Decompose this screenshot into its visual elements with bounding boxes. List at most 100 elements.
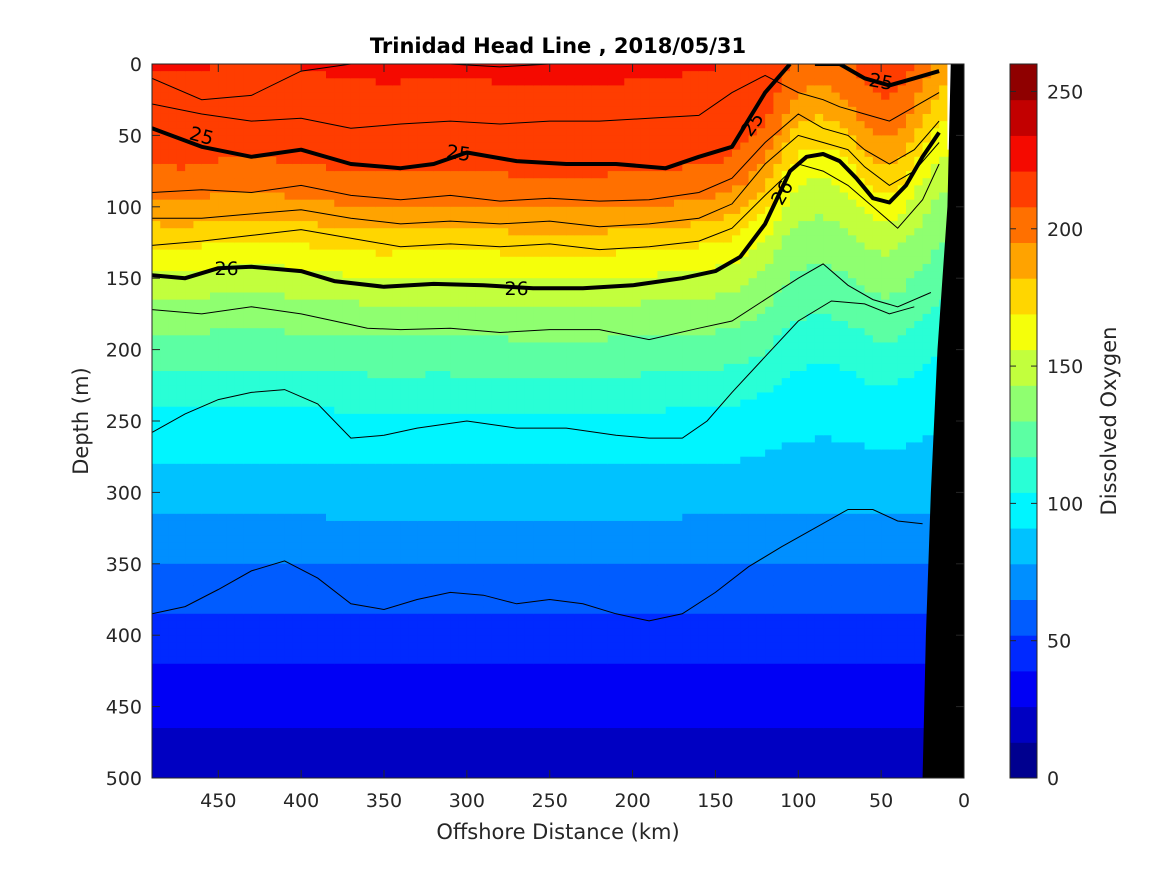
oxygen-cell [450,242,460,251]
oxygen-cell [350,421,360,429]
oxygen-cell [326,313,335,322]
oxygen-cell [367,249,377,258]
oxygen-cell [168,313,178,322]
oxygen-cell [400,113,410,122]
oxygen-cell [475,435,485,444]
oxygen-cell [417,756,427,765]
oxygen-cell [516,435,526,444]
oxygen-cell [350,499,360,508]
oxygen-cell [176,542,186,551]
oxygen-cell [425,706,435,715]
oxygen-cell [218,349,228,358]
oxygen-cell [201,413,211,422]
oxygen-cell [350,656,360,665]
oxygen-cell [359,749,369,758]
oxygen-cell [549,221,559,229]
oxygen-cell [292,185,302,194]
oxygen-cell [533,756,543,765]
oxygen-cell [400,442,410,451]
oxygen-cell [367,520,377,529]
oxygen-cell [491,235,501,244]
oxygen-cell [450,378,460,386]
oxygen-cell [259,256,269,265]
oxygen-cell [326,506,335,515]
oxygen-cell [442,421,451,429]
oxygen-cell [367,213,377,222]
oxygen-cell [268,78,277,87]
oxygen-cell [375,742,385,751]
oxygen-cell [483,528,493,536]
oxygen-cell [317,221,327,229]
oxygen-cell [292,99,302,108]
oxygen-cell [549,349,559,358]
oxygen-cell [475,506,485,515]
oxygen-cell [475,242,485,251]
oxygen-cell [226,506,236,515]
oxygen-cell [185,385,195,394]
oxygen-cell [309,549,319,558]
oxygen-cell [259,685,269,693]
oxygen-cell [524,649,534,658]
oxygen-cell [350,663,360,672]
oxygen-cell [392,720,402,729]
oxygen-cell [268,242,277,251]
oxygen-cell [160,585,170,593]
oxygen-cell [334,635,344,643]
oxygen-cell [491,228,501,236]
oxygen-cell [450,278,460,286]
oxygen-cell [458,313,468,322]
oxygen-cell [218,235,228,244]
oxygen-cell [334,121,344,129]
oxygen-cell [541,228,551,236]
oxygen-cell [400,456,410,465]
oxygen-cell [243,256,253,265]
oxygen-cell [326,470,335,479]
oxygen-cell [475,121,485,129]
oxygen-cell [483,563,493,572]
oxygen-cell [218,685,228,693]
oxygen-cell [425,113,435,122]
oxygen-cell [201,99,211,108]
oxygen-cell [168,178,178,186]
oxygen-cell [458,578,468,586]
oxygen-cell [359,371,369,379]
oxygen-cell [491,321,501,329]
oxygen-cell [276,349,286,358]
oxygen-cell [359,99,369,108]
oxygen-cell [466,171,476,179]
oxygen-cell [309,628,319,636]
oxygen-cell [375,499,385,508]
oxygen-cell [516,685,526,693]
oxygen-cell [218,485,228,493]
oxygen-cell [168,713,178,722]
oxygen-cell [193,385,203,394]
oxygen-cell [243,92,253,101]
oxygen-cell [384,406,393,415]
oxygen-cell [334,249,344,258]
oxygen-cell [243,742,253,751]
oxygen-cell [218,556,228,565]
oxygen-cell [301,470,311,479]
oxygen-cell [268,171,277,179]
oxygen-cell [160,563,170,572]
oxygen-cell [334,135,344,144]
oxygen-cell [433,470,443,479]
oxygen-cell [425,742,435,751]
oxygen-cell [218,435,228,444]
oxygen-cell [234,728,244,736]
oxygen-cell [500,720,509,729]
oxygen-cell [508,506,518,515]
oxygen-cell [483,213,493,222]
oxygen-cell [417,71,427,79]
oxygen-cell [292,271,302,279]
oxygen-cell [384,728,393,736]
oxygen-cell [176,485,186,493]
oxygen-cell [201,628,211,636]
oxygen-cell [168,335,178,344]
oxygen-cell [218,499,228,508]
oxygen-cell [259,106,269,115]
oxygen-cell [326,306,335,315]
oxygen-cell [392,763,402,772]
oxygen-cell [417,328,427,336]
oxygen-cell [483,606,493,615]
